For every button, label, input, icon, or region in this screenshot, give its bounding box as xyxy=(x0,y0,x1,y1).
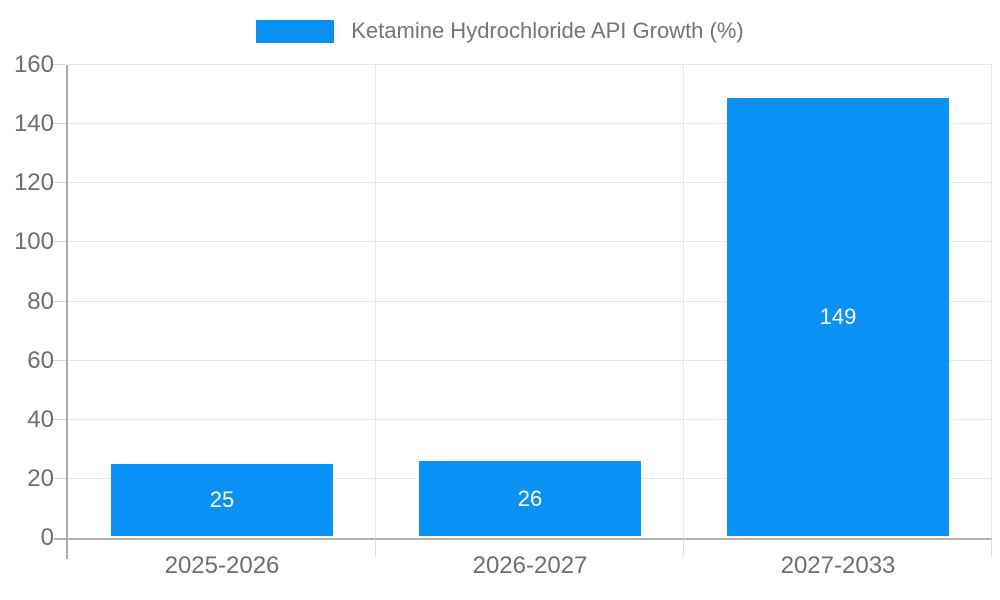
x-gridline xyxy=(991,65,992,538)
y-gridline xyxy=(68,418,992,420)
y-tick-mark xyxy=(52,241,66,243)
y-axis-tick-label: 80 xyxy=(27,287,54,315)
y-axis-tick-label: 60 xyxy=(27,346,54,374)
x-axis-category-label: 2025-2026 xyxy=(164,552,280,579)
y-tick-mark xyxy=(52,64,66,65)
y-axis-tick-label: 160 xyxy=(13,51,54,78)
y-axis-tick-label: 120 xyxy=(13,169,54,197)
bar[interactable]: 26 xyxy=(419,461,641,536)
x-gridline xyxy=(683,65,684,538)
x-axis-line xyxy=(54,538,992,540)
bar-value-label: 149 xyxy=(819,303,857,329)
y-gridline xyxy=(68,359,992,361)
x-gridline xyxy=(375,65,376,538)
y-tick-mark xyxy=(52,300,66,302)
legend[interactable]: Ketamine Hydrochloride API Growth (%) xyxy=(0,18,1000,44)
y-axis-line xyxy=(66,65,68,559)
plot-area: 25 26 149 xyxy=(52,64,992,559)
y-tick-mark xyxy=(52,123,66,125)
y-gridline xyxy=(68,123,992,125)
y-tick-mark xyxy=(52,477,66,479)
x-tick-mark xyxy=(683,539,684,557)
y-axis-tick-label: 20 xyxy=(27,464,54,492)
y-tick-mark xyxy=(52,359,66,361)
y-axis-tick-label: 0 xyxy=(40,524,54,551)
y-axis-tick-label: 100 xyxy=(13,228,54,256)
y-axis-tick-label: 140 xyxy=(13,110,54,138)
x-tick-mark xyxy=(375,539,376,557)
bar-value-label: 25 xyxy=(209,487,235,513)
bar-value-label: 26 xyxy=(517,485,543,511)
legend-swatch xyxy=(256,19,335,43)
y-tick-mark xyxy=(52,182,66,184)
y-tick-mark xyxy=(52,418,66,420)
y-gridline xyxy=(68,300,992,302)
bar[interactable]: 149 xyxy=(727,97,949,536)
x-axis-category-label: 2027-2033 xyxy=(780,552,896,579)
legend-label: Ketamine Hydrochloride API Growth (%) xyxy=(351,18,744,43)
bar[interactable]: 25 xyxy=(111,464,333,536)
y-gridline xyxy=(68,182,992,184)
x-axis-category-label: 2026-2027 xyxy=(472,552,588,579)
y-axis-tick-label: 40 xyxy=(27,405,54,433)
y-gridline xyxy=(68,241,992,243)
x-tick-mark xyxy=(991,539,992,557)
y-gridline xyxy=(68,64,992,65)
